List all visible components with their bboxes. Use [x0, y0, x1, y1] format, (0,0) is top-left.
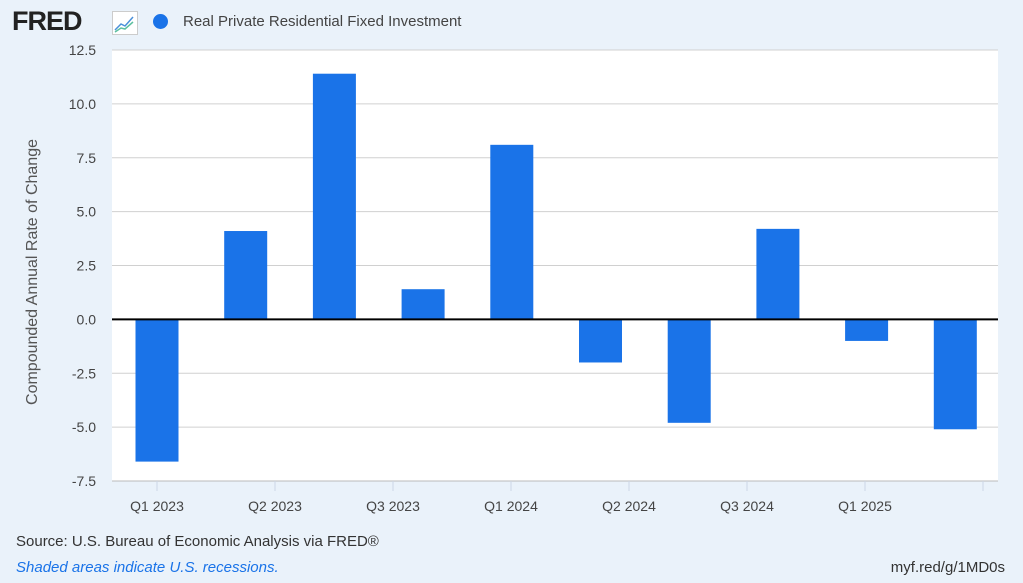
bar-q1-2023 [135, 319, 179, 462]
x-tick-label: Q1 2023 [130, 498, 184, 514]
bar-q2-2023 [224, 231, 268, 320]
bar-q3-2023 [312, 73, 356, 320]
y-tick-label: -7.5 [72, 473, 96, 489]
bar-q2-2024 [579, 319, 622, 363]
x-tick-label: Q1 2025 [838, 498, 892, 514]
y-tick-label: 12.5 [69, 42, 96, 58]
y-axis-label: Compounded Annual Rate of Change [24, 139, 41, 405]
x-tick-label: Q2 2024 [602, 498, 656, 514]
short-url[interactable]: myf.red/g/1MD0s [890, 559, 1005, 576]
legend-label: Real Private Residential Fixed Investmen… [183, 13, 462, 30]
legend-marker [153, 14, 168, 29]
y-tick-label: 7.5 [77, 150, 97, 166]
bar-q4-2023 [401, 289, 445, 320]
y-tick-label: -2.5 [72, 365, 96, 381]
y-tick-label: -5.0 [72, 419, 96, 435]
bar-q2-2025 [933, 319, 977, 430]
fred-logo[interactable]: FRED [12, 6, 82, 36]
y-tick-label: 0.0 [77, 311, 97, 327]
chart-line-icon [112, 11, 138, 35]
x-tick-label: Q3 2023 [366, 498, 420, 514]
x-tick-label: Q2 2023 [248, 498, 302, 514]
bar-q4-2024 [756, 228, 800, 320]
x-tick-label: Q1 2024 [484, 498, 538, 514]
bar-q3-2024 [667, 319, 711, 423]
recession-note: Shaded areas indicate U.S. recessions. [16, 559, 279, 576]
bar-q1-2025 [845, 319, 889, 341]
x-tick-label: Q3 2024 [720, 498, 774, 514]
y-tick-label: 2.5 [77, 258, 97, 274]
source-text: Source: U.S. Bureau of Economic Analysis… [16, 533, 379, 550]
bar-q1-2024 [490, 144, 534, 320]
y-tick-label: 10.0 [69, 96, 96, 112]
y-tick-label: 5.0 [77, 204, 97, 220]
